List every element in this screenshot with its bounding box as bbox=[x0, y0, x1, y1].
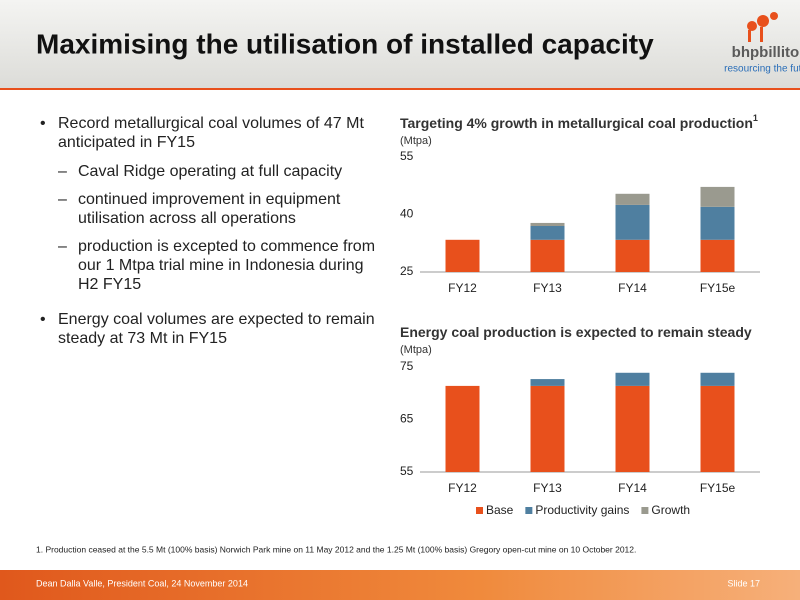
y-tick-label: 55 bbox=[400, 464, 414, 478]
x-tick-label: FY15e bbox=[700, 281, 736, 295]
bar-segment bbox=[700, 372, 735, 386]
bar-segment bbox=[445, 239, 480, 272]
chart-subtitle: (Mtpa) bbox=[400, 344, 432, 356]
header-rule bbox=[0, 88, 800, 90]
footnote-ref: 1 bbox=[753, 113, 758, 123]
bar-segment bbox=[700, 239, 735, 272]
x-tick-label: FY14 bbox=[618, 481, 647, 495]
sub-bullet: continued improvement in equipment utili… bbox=[36, 190, 376, 228]
footer-left: Dean Dalla Valle, President Coal, 24 Nov… bbox=[36, 578, 248, 588]
legend-swatch bbox=[525, 507, 533, 514]
chart-subtitle: (Mtpa) bbox=[400, 135, 432, 147]
chart-title: Targeting 4% growth in metallurgical coa… bbox=[400, 113, 758, 130]
bar-segment bbox=[700, 186, 735, 207]
bar-segment bbox=[615, 193, 650, 205]
slide-title: Maximising the utilisation of installed … bbox=[36, 28, 654, 59]
legend-swatch bbox=[641, 507, 649, 514]
legend-label: Base bbox=[486, 503, 514, 517]
x-tick-label: FY13 bbox=[533, 281, 562, 295]
x-tick-label: FY12 bbox=[448, 281, 477, 295]
bar-segment bbox=[530, 385, 565, 472]
logo-text: bhpbilliton bbox=[732, 44, 800, 61]
chart-title-text: Energy coal production is expected to re… bbox=[400, 324, 752, 340]
legend-label: Growth bbox=[651, 503, 690, 517]
y-tick-label: 40 bbox=[400, 207, 414, 221]
y-tick-label: 25 bbox=[400, 264, 414, 278]
legend-swatch bbox=[476, 507, 483, 514]
bar-segment bbox=[530, 379, 565, 386]
footnote: 1. Production ceased at the 5.5 Mt (100%… bbox=[36, 544, 636, 554]
footer-bar bbox=[0, 570, 800, 600]
logo-mark bbox=[747, 12, 778, 42]
bar-segment bbox=[615, 204, 650, 240]
bullet: Record metallurgical coal volumes of 47 … bbox=[36, 114, 376, 152]
sub-bullet: Caval Ridge operating at full capacity bbox=[36, 162, 376, 181]
bar-segment bbox=[615, 385, 650, 472]
bar-segment bbox=[700, 385, 735, 472]
y-tick-label: 65 bbox=[400, 412, 414, 426]
bullet: Energy coal volumes are expected to rema… bbox=[36, 310, 376, 348]
y-tick-label: 55 bbox=[400, 149, 414, 163]
bullet-list: Record metallurgical coal volumes of 47 … bbox=[36, 114, 376, 358]
y-tick-label: 75 bbox=[400, 359, 414, 373]
bar-segment bbox=[445, 385, 480, 472]
x-tick-label: FY15e bbox=[700, 481, 736, 495]
x-tick-label: FY14 bbox=[618, 281, 647, 295]
bar-segment bbox=[530, 226, 565, 240]
logo-tagline: resourcing the future bbox=[724, 64, 800, 75]
x-tick-label: FY12 bbox=[448, 481, 477, 495]
chart-title: Energy coal production is expected to re… bbox=[400, 324, 752, 340]
legend-label: Productivity gains bbox=[535, 503, 629, 517]
bar-segment bbox=[615, 372, 650, 386]
sub-bullet: production is excepted to commence from … bbox=[36, 237, 376, 294]
bar-segment bbox=[615, 239, 650, 272]
bar-segment bbox=[530, 239, 565, 272]
bar-segment bbox=[530, 222, 565, 226]
chart-title-text: Targeting 4% growth in metallurgical coa… bbox=[400, 115, 753, 131]
footer-right: Slide 17 bbox=[727, 578, 760, 588]
bar-segment bbox=[700, 206, 735, 240]
header-bar bbox=[0, 0, 800, 88]
x-tick-label: FY13 bbox=[533, 481, 562, 495]
